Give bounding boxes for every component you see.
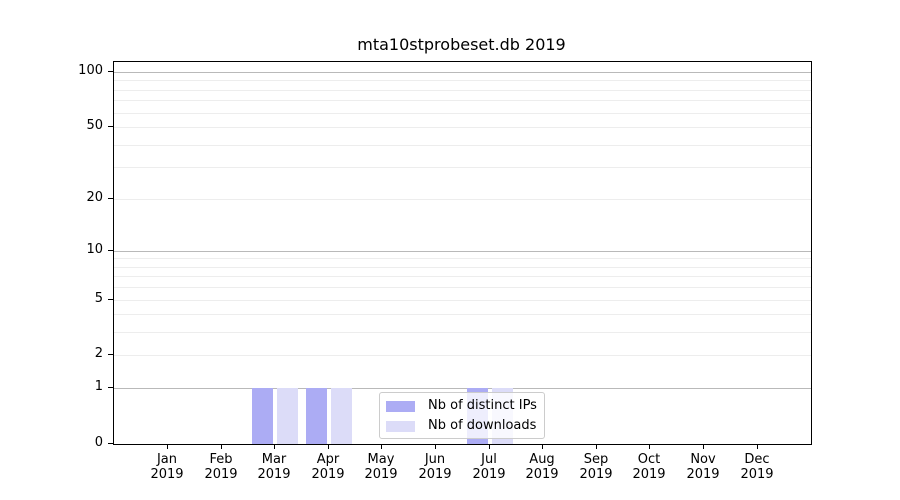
x-tick-year: 2019 xyxy=(472,467,506,482)
y-gridline-major xyxy=(114,251,811,252)
x-tick-month: Jan xyxy=(156,452,178,467)
y-tick-label: 1 xyxy=(94,379,103,394)
y-gridline-minor xyxy=(114,332,811,333)
y-tick-label: 0 xyxy=(94,435,103,450)
y-gridline-minor xyxy=(114,258,811,259)
x-tick-mark xyxy=(596,444,597,449)
legend-label-distinct-ips: Nb of distinct IPs xyxy=(428,398,537,413)
x-tick-label: Sep 2019 xyxy=(561,452,631,482)
y-tick-label: 5 xyxy=(94,291,103,306)
x-tick-year: 2019 xyxy=(311,467,345,482)
x-tick-month: Sep xyxy=(583,452,609,467)
y-gridline-minor xyxy=(114,300,811,301)
x-tick-month: Jun xyxy=(424,452,446,467)
x-tick-mark xyxy=(381,444,382,449)
y-gridline-minor xyxy=(114,127,811,128)
x-tick-label: Dec 2019 xyxy=(722,452,792,482)
y-gridline-minor xyxy=(114,314,811,315)
y-tick-label: 20 xyxy=(86,190,103,205)
x-tick-year: 2019 xyxy=(525,467,559,482)
x-tick-year: 2019 xyxy=(740,467,774,482)
y-tick-label: 50 xyxy=(86,118,103,133)
y-gridline-major xyxy=(114,72,811,73)
y-tick-label: 10 xyxy=(86,242,103,257)
y-gridline-minor xyxy=(114,287,811,288)
x-tick-label: Jul 2019 xyxy=(454,452,524,482)
x-tick-year: 2019 xyxy=(579,467,613,482)
y-tick-label: 2 xyxy=(94,346,103,361)
x-tick-label: Apr 2019 xyxy=(293,452,363,482)
y-tick-mark xyxy=(108,250,113,251)
x-tick-year: 2019 xyxy=(418,467,452,482)
x-tick-label: Jan 2019 xyxy=(132,452,202,482)
y-gridline-minor xyxy=(114,80,811,81)
x-tick-mark xyxy=(649,444,650,449)
x-tick-mark xyxy=(703,444,704,449)
y-tick-label: 100 xyxy=(78,63,103,78)
x-tick-label: Nov 2019 xyxy=(668,452,738,482)
y-gridline-minor xyxy=(114,167,811,168)
x-tick-month: Aug xyxy=(529,452,555,467)
y-tick-mark xyxy=(108,443,113,444)
legend-label-downloads: Nb of downloads xyxy=(428,418,537,433)
x-tick-label: Feb 2019 xyxy=(186,452,256,482)
y-gridline-minor xyxy=(114,90,811,91)
x-tick-year: 2019 xyxy=(686,467,720,482)
legend: Nb of distinct IPs Nb of downloads xyxy=(379,392,545,439)
x-tick-year: 2019 xyxy=(204,467,238,482)
y-tick-mark xyxy=(108,198,113,199)
y-gridline-minor xyxy=(114,355,811,356)
x-tick-month: May xyxy=(367,452,395,467)
x-tick-month: Mar xyxy=(261,452,287,467)
x-tick-mark xyxy=(328,444,329,449)
x-tick-label: Jun 2019 xyxy=(400,452,470,482)
legend-item-distinct-ips: Nb of distinct IPs xyxy=(386,396,538,416)
y-gridline-minor xyxy=(114,113,811,114)
x-tick-mark xyxy=(542,444,543,449)
x-tick-month: Apr xyxy=(316,452,340,467)
x-tick-mark xyxy=(274,444,275,449)
y-gridline-minor xyxy=(114,145,811,146)
chart-title: mta10stprobeset.db 2019 xyxy=(357,35,566,54)
bar-downloads xyxy=(277,388,298,444)
y-gridline-minor xyxy=(114,276,811,277)
y-gridline-minor xyxy=(114,267,811,268)
x-tick-month: Feb xyxy=(209,452,233,467)
y-gridline-minor xyxy=(114,199,811,200)
x-tick-mark xyxy=(489,444,490,449)
bar-distinct-ips xyxy=(306,388,327,444)
x-tick-mark xyxy=(221,444,222,449)
y-tick-mark xyxy=(108,71,113,72)
x-tick-year: 2019 xyxy=(632,467,666,482)
x-tick-label: May 2019 xyxy=(346,452,416,482)
x-tick-mark xyxy=(435,444,436,449)
x-tick-label: Oct 2019 xyxy=(614,452,684,482)
y-tick-mark xyxy=(108,126,113,127)
y-tick-mark xyxy=(108,299,113,300)
x-tick-month: Nov xyxy=(690,452,716,467)
x-tick-label: Mar 2019 xyxy=(239,452,309,482)
plot-area: Nb of distinct IPs Nb of downloads xyxy=(113,61,812,445)
y-tick-mark xyxy=(108,354,113,355)
x-tick-year: 2019 xyxy=(364,467,398,482)
x-tick-year: 2019 xyxy=(150,467,184,482)
x-tick-mark xyxy=(757,444,758,449)
x-tick-month: Oct xyxy=(637,452,661,467)
legend-item-downloads: Nb of downloads xyxy=(386,416,538,436)
y-gridline-minor xyxy=(114,100,811,101)
bar-downloads xyxy=(331,388,352,444)
x-tick-year: 2019 xyxy=(257,467,291,482)
y-tick-mark xyxy=(108,387,113,388)
x-tick-label: Aug 2019 xyxy=(507,452,577,482)
y-gridline-major xyxy=(114,388,811,389)
legend-swatch-downloads xyxy=(386,420,415,432)
legend-swatch-distinct-ips xyxy=(386,400,415,412)
x-tick-month: Jul xyxy=(481,452,497,467)
bar-distinct-ips xyxy=(252,388,273,444)
x-tick-mark xyxy=(167,444,168,449)
x-tick-month: Dec xyxy=(744,452,770,467)
